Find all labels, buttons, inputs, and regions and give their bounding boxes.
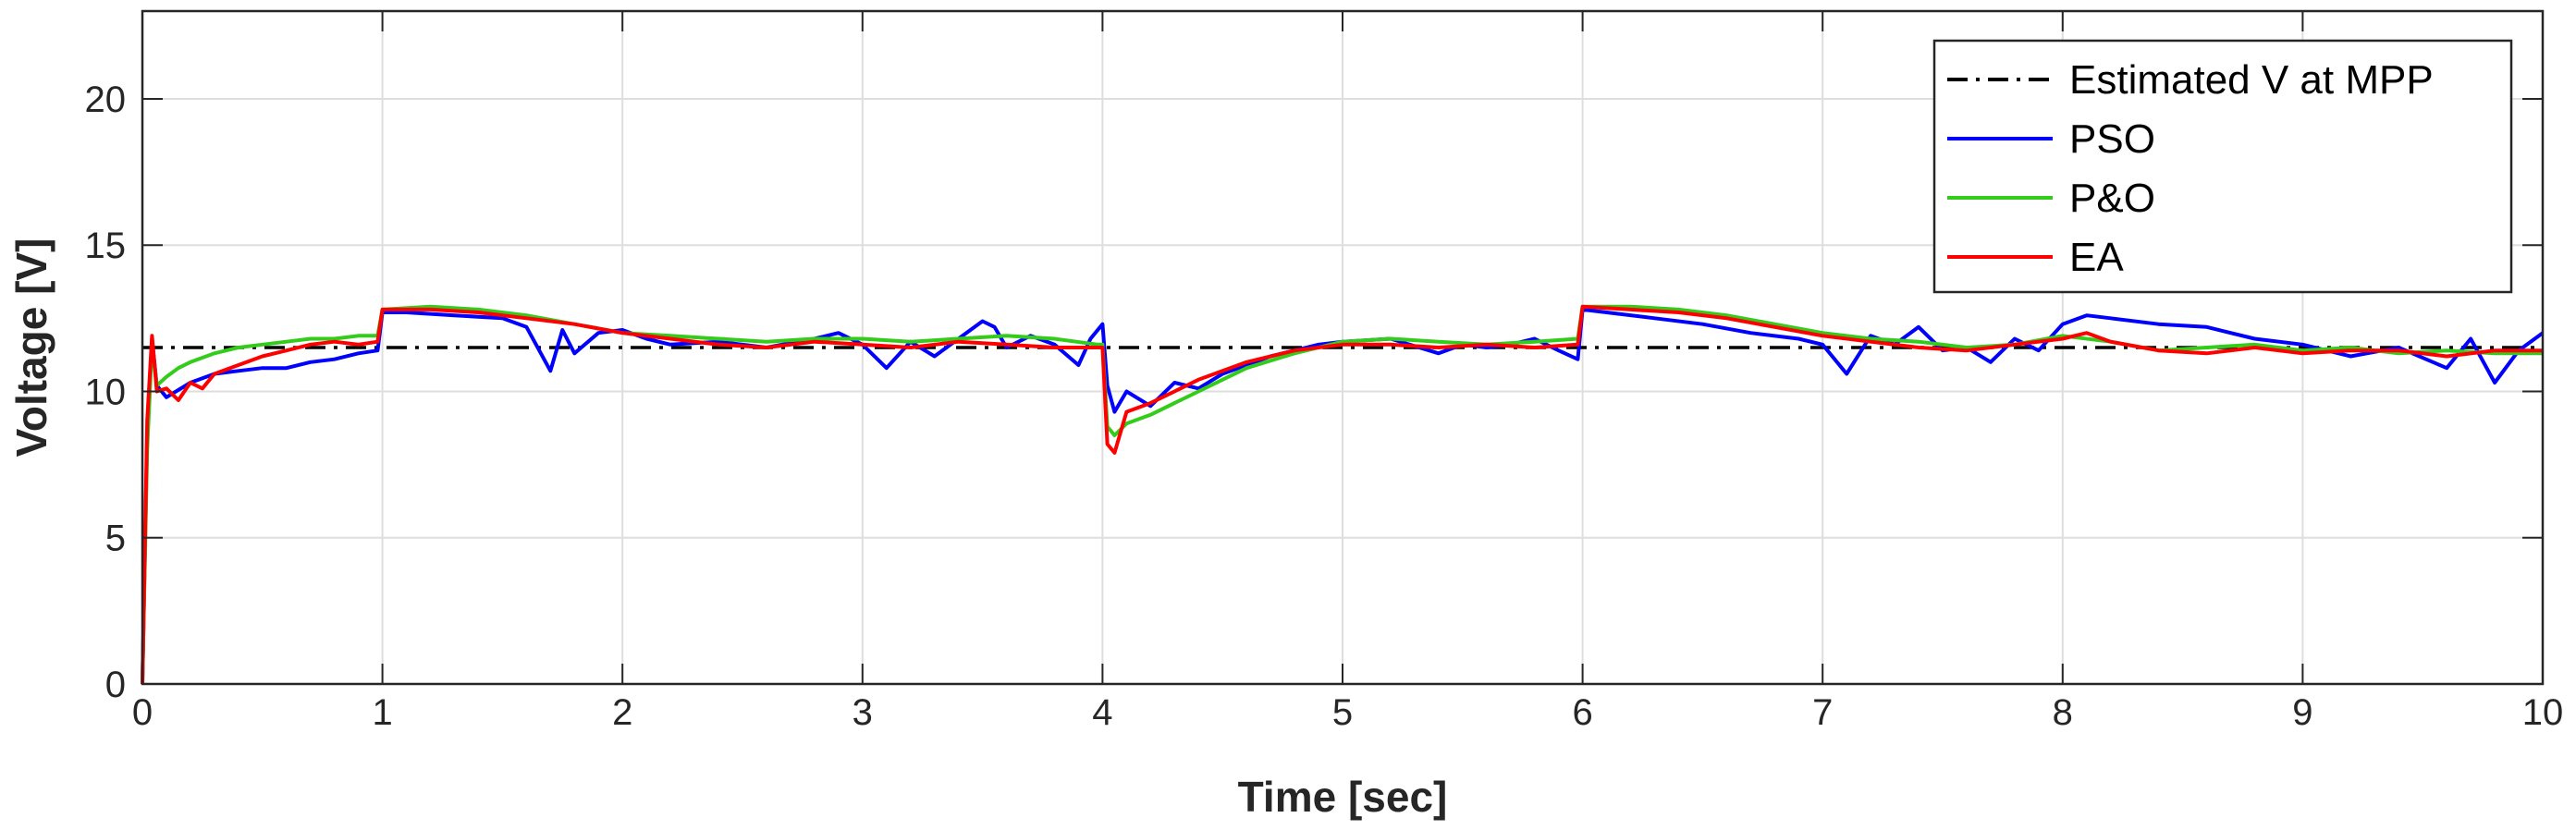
y-tick-label: 5 — [105, 519, 126, 559]
x-tick-label: 7 — [1812, 692, 1833, 733]
series-line-ea — [141, 304, 2543, 685]
x-tick-label: 8 — [2053, 692, 2073, 733]
x-tick-label: 1 — [372, 692, 392, 733]
legend: Estimated V at MPP PSO P&O EA — [1932, 39, 2513, 294]
axes: 0 1 2 3 4 5 6 7 8 9 10 0 5 10 15 20 — [85, 11, 2564, 733]
legend-label: Estimated V at MPP — [2069, 57, 2434, 103]
x-tick-label: 0 — [132, 692, 153, 733]
x-axis-title: Time [sec] — [1238, 773, 1448, 821]
x-tick-label: 5 — [1332, 692, 1353, 733]
y-tick-label: 0 — [105, 665, 126, 705]
series-group — [141, 304, 2545, 685]
y-tick-label: 10 — [85, 372, 127, 412]
legend-label: EA — [2069, 235, 2124, 280]
y-axis-title: Voltage [V] — [7, 238, 55, 458]
legend-label: PSO — [2069, 116, 2155, 162]
y-tick-label: 15 — [85, 226, 127, 266]
legend-box — [1932, 39, 2513, 294]
x-tick-label: 4 — [1092, 692, 1112, 733]
x-tick-label: 6 — [1572, 692, 1592, 733]
y-tick-label: 20 — [85, 79, 127, 120]
x-tick-label: 9 — [2292, 692, 2312, 733]
legend-label: P&O — [2069, 176, 2155, 221]
x-tick-label: 3 — [853, 692, 873, 733]
x-tick-label: 2 — [612, 692, 632, 733]
x-tick-label: 10 — [2522, 692, 2564, 733]
